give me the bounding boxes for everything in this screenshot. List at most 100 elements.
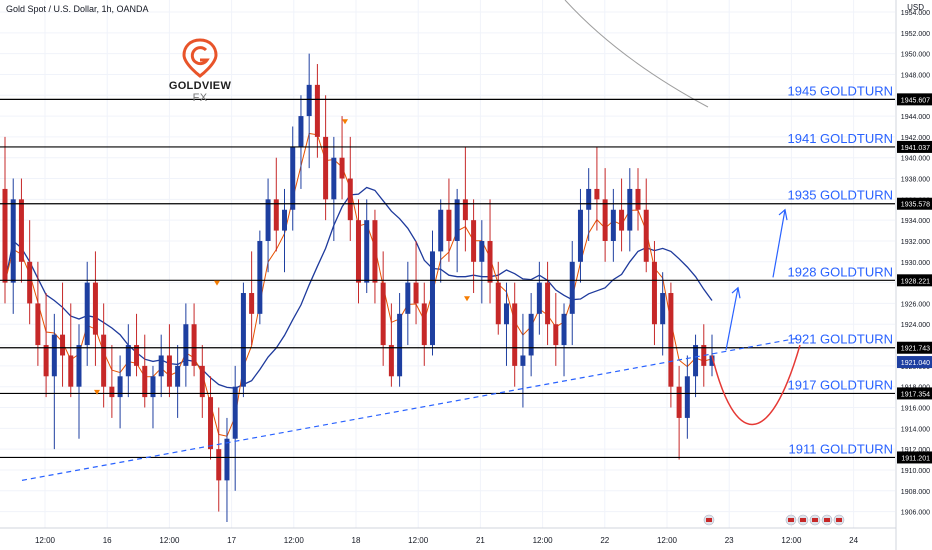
long-moving-average-line bbox=[564, 0, 709, 108]
time-tick-label: 24 bbox=[849, 536, 858, 545]
candle-body bbox=[84, 282, 90, 346]
logo-suffix-text: FX bbox=[192, 92, 208, 104]
candle-body bbox=[183, 324, 189, 366]
event-markers bbox=[703, 514, 845, 526]
candle-body bbox=[635, 188, 641, 210]
candle-body bbox=[471, 220, 477, 262]
price-tick-label: 1930.000 bbox=[901, 260, 930, 267]
candle-body bbox=[413, 282, 419, 304]
level-label: 1917 GOLDTURN bbox=[788, 377, 893, 392]
level-price-label: 1917.354 bbox=[901, 391, 930, 398]
current-price-label: 1921.040 bbox=[901, 360, 930, 367]
price-tick-label: 1914.000 bbox=[901, 426, 930, 433]
time-tick-label: 16 bbox=[103, 536, 112, 545]
candle-body bbox=[569, 261, 575, 314]
candle-body bbox=[553, 324, 559, 346]
candle-body bbox=[503, 303, 509, 325]
candle-body bbox=[364, 220, 370, 283]
price-tick-label: 1944.000 bbox=[901, 114, 930, 121]
price-tick-label: 1910.000 bbox=[901, 468, 930, 475]
level-label: 1935 GOLDTURN bbox=[788, 188, 893, 203]
time-axis[interactable]: 12:00 16 12:00 17 12:00 18 12:00 21 12:00 22 12:00… bbox=[0, 527, 896, 545]
currency-label: USD bbox=[907, 3, 924, 12]
candle-body bbox=[397, 313, 403, 377]
level-price-tag bbox=[897, 274, 932, 287]
candle-body bbox=[446, 209, 452, 241]
chart-grid bbox=[0, 0, 895, 528]
chart-symbol-title: Gold Spot / U.S. Dollar, 1h, OANDA bbox=[6, 4, 149, 14]
price-tick-label: 1952.000 bbox=[901, 31, 930, 38]
level-price-label: 1941.037 bbox=[901, 145, 930, 152]
candle-body bbox=[199, 365, 205, 398]
level-price-label: 1911.201 bbox=[901, 455, 930, 462]
candle-body bbox=[191, 324, 197, 366]
arrow-head-icon bbox=[731, 286, 741, 299]
price-tick-label: 1940.000 bbox=[901, 156, 930, 163]
price-tick-label: 1932.000 bbox=[901, 239, 930, 246]
candle-body bbox=[134, 345, 140, 366]
candle-body bbox=[438, 209, 444, 252]
level-price-tag bbox=[897, 140, 932, 153]
price-tick-label: 1950.000 bbox=[901, 52, 930, 59]
candle-body bbox=[487, 240, 493, 283]
candle-body bbox=[528, 313, 534, 356]
candle-body bbox=[693, 345, 699, 377]
price-tick-label: 1938.000 bbox=[901, 177, 930, 184]
logo-brand-text: GOLDVIEW bbox=[168, 80, 232, 92]
candle-body bbox=[249, 293, 255, 314]
candle-body bbox=[109, 386, 115, 398]
candle-body bbox=[610, 209, 616, 241]
us-flag-icon bbox=[800, 518, 806, 522]
time-tick-label: 21 bbox=[476, 536, 485, 545]
level-price-label: 1921.743 bbox=[901, 346, 930, 353]
candle-body bbox=[323, 136, 329, 200]
level-label: 1921 GOLDTURN bbox=[788, 332, 893, 347]
candle-body bbox=[594, 188, 600, 200]
candle-body bbox=[60, 334, 66, 356]
candle-body bbox=[76, 345, 82, 387]
candle-body bbox=[512, 303, 518, 366]
candle-body bbox=[495, 282, 501, 325]
us-flag-icon bbox=[836, 518, 842, 522]
candle-body bbox=[651, 261, 657, 325]
candle-body bbox=[224, 438, 230, 481]
candle-body bbox=[282, 209, 288, 231]
candle-body bbox=[306, 84, 312, 117]
level-price-tag bbox=[897, 341, 932, 354]
candle-body bbox=[101, 334, 107, 387]
candle-body bbox=[18, 199, 24, 262]
slow-moving-average-line bbox=[4, 186, 713, 389]
time-tick-label: 23 bbox=[725, 536, 734, 545]
candle-body bbox=[10, 199, 16, 283]
candle-body bbox=[684, 376, 690, 418]
time-tick-label: 12:00 bbox=[284, 536, 305, 545]
level-price-tag bbox=[897, 93, 932, 106]
time-tick-label: 12:00 bbox=[159, 536, 180, 545]
time-tick-label: 12:00 bbox=[408, 536, 429, 545]
price-tick-label: 1924.000 bbox=[901, 322, 930, 329]
candle-body bbox=[356, 220, 361, 283]
candle-body bbox=[429, 251, 435, 346]
us-flag-icon bbox=[824, 518, 830, 522]
signal-triangle-icon bbox=[94, 389, 100, 395]
candle-body bbox=[339, 157, 345, 179]
current-price-tag bbox=[897, 356, 932, 369]
candle-body bbox=[92, 282, 98, 335]
candle-body bbox=[150, 376, 156, 398]
dashed-trendline bbox=[21, 337, 801, 481]
price-axis[interactable]: 1906.000 1908.000 1910.000 1912.000 1914.000… bbox=[895, 0, 932, 550]
price-tick-label: 1912.000 bbox=[901, 447, 930, 454]
arrow-head-icon bbox=[778, 208, 788, 221]
level-price-label: 1945.607 bbox=[901, 97, 930, 104]
candle-body bbox=[142, 365, 148, 398]
signal-triangle-icon bbox=[342, 119, 348, 125]
candle-body bbox=[240, 293, 246, 387]
candle-body bbox=[577, 209, 583, 262]
projection-arrow-2 bbox=[772, 209, 786, 278]
time-tick-label: 22 bbox=[600, 536, 609, 545]
candle-body bbox=[298, 116, 304, 148]
candle-body bbox=[380, 282, 386, 346]
candle-body bbox=[265, 199, 271, 241]
candle-body bbox=[627, 188, 633, 231]
